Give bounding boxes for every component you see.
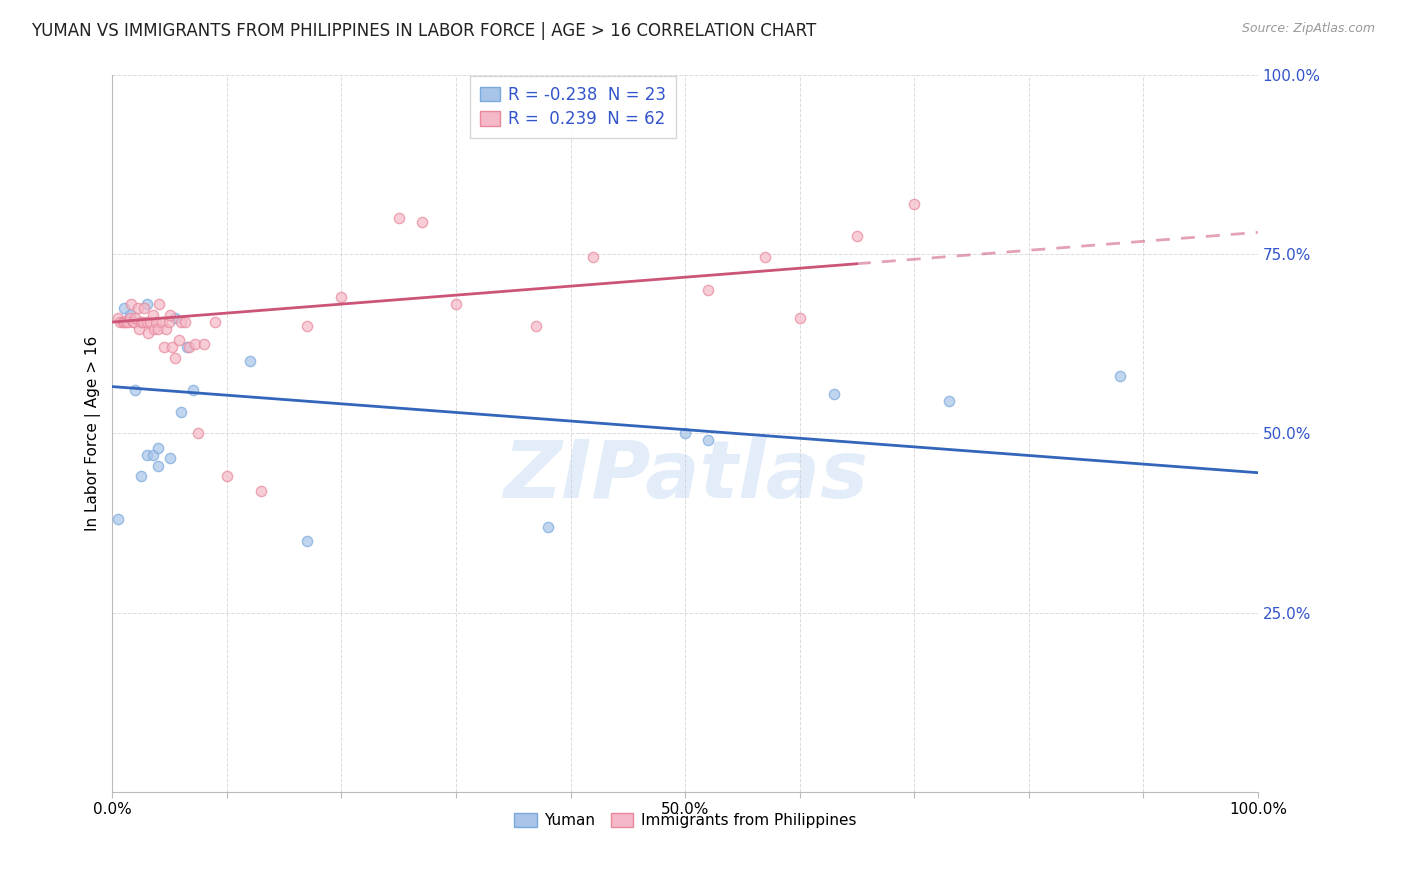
Point [187,426,209,441]
Point [135,448,157,462]
Y-axis label: In Labor Force | Age > 16: In Labor Force | Age > 16 [86,335,101,531]
Point [139,315,162,329]
Point [148,297,170,311]
Point [823,386,845,401]
Point [141,308,163,322]
Point [135,297,157,311]
Point [136,326,159,340]
Point [153,340,176,354]
Point [250,483,273,498]
Point [145,315,167,329]
Point [295,318,318,333]
Point [118,311,141,326]
Text: ZIPatlas: ZIPatlas [502,437,868,516]
Point [170,405,193,419]
Point [295,533,318,548]
Text: YUMAN VS IMMIGRANTS FROM PHILIPPINES IN LABOR FORCE | AGE > 16 CORRELATION CHART: YUMAN VS IMMIGRANTS FROM PHILIPPINES IN … [31,22,815,40]
Point [215,469,238,483]
Point [107,512,129,526]
Point [524,318,547,333]
Point [150,315,173,329]
Point [388,211,411,225]
Point [537,519,560,533]
Point [845,229,868,244]
Point [157,315,180,329]
Point [112,315,135,329]
Point [159,451,181,466]
Point [135,315,157,329]
Point [118,308,141,322]
Point [170,315,193,329]
Point [444,297,467,311]
Point [330,290,353,304]
Point [789,311,811,326]
Point [903,196,925,211]
Point [582,251,605,265]
Point [697,283,720,297]
Point [160,340,183,354]
Point [184,336,207,351]
Point [127,301,149,315]
Point [673,426,696,441]
Point [165,351,187,365]
Point [173,315,195,329]
Point [132,315,155,329]
Point [134,301,156,315]
Point [181,383,204,397]
Point [120,297,142,311]
Point [111,315,134,329]
Point [124,311,146,326]
Point [148,458,170,473]
Point [112,301,135,315]
Point [239,354,262,368]
Point [142,322,165,336]
Point [129,469,152,483]
Legend: Yuman, Immigrants from Philippines: Yuman, Immigrants from Philippines [508,807,863,835]
Point [115,315,138,329]
Text: Source: ZipAtlas.com: Source: ZipAtlas.com [1241,22,1375,36]
Point [122,315,145,329]
Point [204,315,226,329]
Point [697,434,720,448]
Point [122,315,145,329]
Point [165,311,187,326]
Point [110,315,132,329]
Point [167,333,190,347]
Point [117,315,139,329]
Point [124,383,146,397]
Point [107,311,129,326]
Point [159,308,181,322]
Point [129,315,152,329]
Point [193,336,215,351]
Point [411,214,433,228]
Point [148,322,170,336]
Point [141,448,163,462]
Point [754,251,776,265]
Point [155,322,177,336]
Point [128,322,150,336]
Point [176,340,198,354]
Point [1109,368,1132,383]
Point [938,394,960,409]
Point [148,441,170,455]
Point [179,340,201,354]
